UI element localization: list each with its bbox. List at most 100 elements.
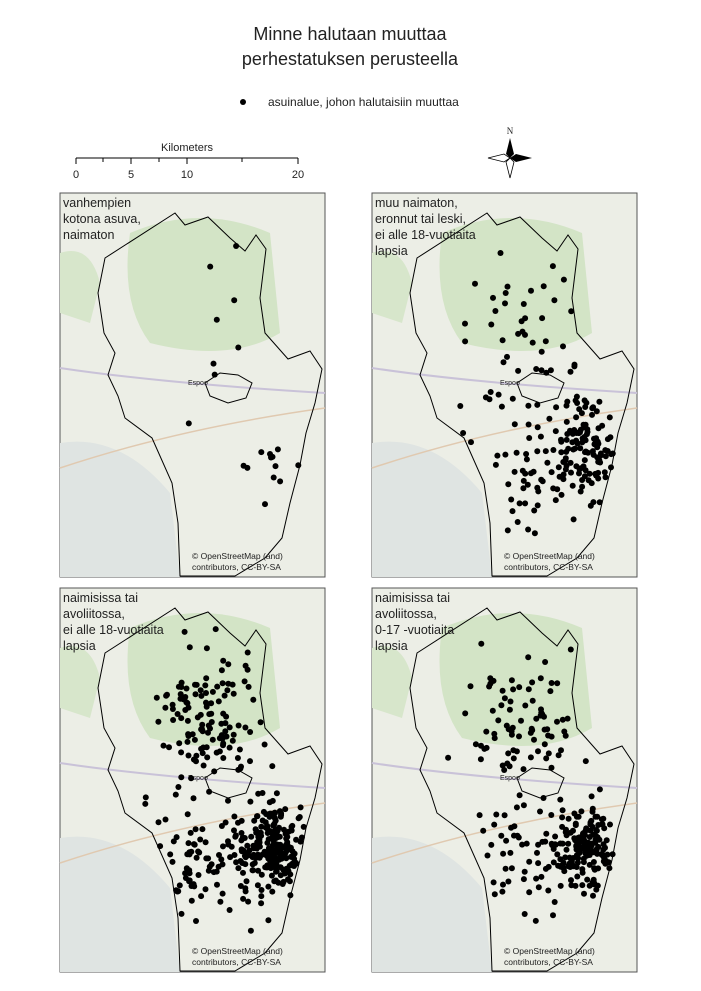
location-dot [513, 804, 520, 811]
location-dot [273, 790, 280, 797]
location-dot [198, 726, 205, 733]
location-dot [528, 470, 534, 477]
location-dot [544, 459, 551, 466]
location-dot [243, 878, 250, 885]
location-dot [142, 794, 149, 801]
location-dot [198, 893, 205, 900]
location-dot [542, 659, 549, 665]
location-dot [573, 414, 580, 421]
location-dot [231, 297, 238, 304]
location-dot [244, 842, 251, 849]
location-dot [241, 678, 248, 685]
location-dot [548, 840, 555, 847]
location-dot [258, 871, 265, 878]
location-dot [593, 846, 600, 853]
location-dot [593, 435, 600, 442]
location-dot [567, 368, 574, 375]
location-dot [603, 837, 610, 844]
location-dot [221, 692, 228, 699]
location-dot [579, 435, 586, 442]
location-dot [258, 900, 265, 907]
location-dot [276, 856, 282, 863]
location-dot [185, 420, 192, 427]
location-dot [499, 337, 506, 344]
location-dot [270, 810, 277, 817]
location-dot [467, 683, 474, 690]
location-dot [602, 474, 609, 481]
location-dot [554, 486, 561, 493]
map-panels: Espoo vanhempien kotona asuva, naimaton © Op… [59, 192, 638, 973]
location-dot [568, 882, 575, 889]
panel-label: naimaton [63, 228, 114, 242]
location-dot [584, 847, 591, 854]
location-dot [491, 735, 498, 742]
location-dot [510, 755, 517, 762]
location-dot [186, 877, 193, 884]
location-dot [535, 748, 541, 755]
forest-area [127, 218, 280, 351]
location-dot [175, 784, 182, 790]
location-dot [520, 485, 527, 492]
sea-area [60, 441, 180, 577]
location-dot [203, 690, 209, 696]
location-dot [206, 711, 213, 718]
location-dot [160, 742, 167, 749]
location-dot [563, 436, 570, 443]
location-dot [286, 878, 293, 885]
location-dot [220, 740, 227, 747]
location-dot [591, 441, 598, 448]
location-dot [519, 841, 526, 848]
location-dot [178, 749, 185, 756]
location-dot [540, 795, 547, 801]
location-dot [497, 250, 504, 256]
location-dot [543, 755, 550, 762]
location-dot [520, 802, 527, 809]
location-dot [175, 683, 182, 690]
location-dot [500, 881, 506, 888]
location-dot [571, 810, 578, 817]
location-dot [283, 865, 290, 872]
location-dot [606, 865, 613, 872]
road [371, 407, 638, 469]
location-dot [283, 835, 290, 842]
location-dot [558, 449, 565, 456]
location-dot [494, 452, 501, 459]
location-dot [247, 758, 253, 765]
location-dot [525, 526, 532, 533]
attribution: contributors, CC-BY-SA [504, 562, 593, 572]
location-dot [185, 840, 192, 847]
location-dot [593, 408, 600, 415]
location-dot [193, 918, 199, 924]
location-dot [185, 731, 192, 738]
location-dot [489, 707, 496, 714]
location-dot [579, 483, 586, 490]
panel-label: kotona asuva, [63, 212, 141, 226]
location-dot [214, 881, 220, 888]
location-dot [535, 860, 542, 867]
location-dot [541, 726, 548, 733]
place-label: Espoo [500, 775, 520, 782]
location-dot [545, 732, 552, 739]
location-dot [602, 860, 609, 867]
location-dot [593, 886, 600, 893]
location-dot [572, 429, 579, 436]
location-dot [502, 865, 509, 872]
location-dot [211, 371, 218, 378]
location-dot [244, 666, 251, 673]
location-dot [568, 469, 574, 476]
location-dot [238, 830, 245, 836]
location-dot [239, 860, 246, 866]
location-dot [516, 733, 522, 740]
location-dot [561, 868, 568, 875]
location-dot [192, 681, 198, 688]
location-dot [578, 808, 585, 815]
place-label: Espoo [500, 380, 520, 387]
location-dot [274, 834, 281, 841]
panel-label: lapsia [375, 639, 408, 653]
location-dot [582, 421, 589, 428]
location-dot [509, 508, 516, 515]
location-dot [250, 696, 257, 703]
location-dot [218, 667, 225, 674]
location-dot [559, 807, 566, 814]
location-dot [258, 893, 265, 900]
